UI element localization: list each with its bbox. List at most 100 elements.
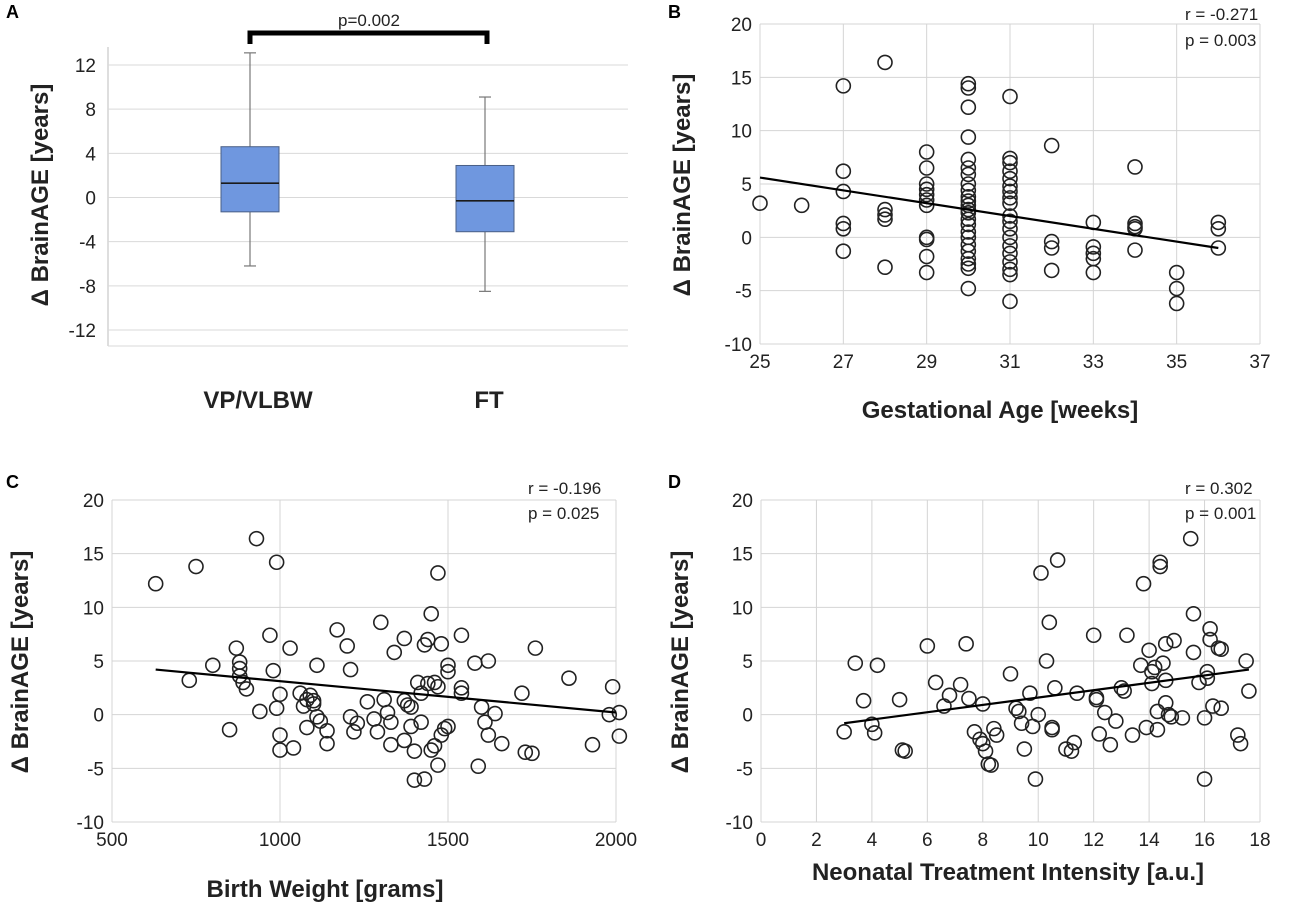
x-tick-label: 2000 [595,830,637,851]
data-point [383,736,399,753]
data-point [897,743,913,759]
data-point [1002,666,1019,682]
data-point [960,189,977,205]
data-point [835,78,852,94]
data-point [430,678,446,695]
data-point [1022,685,1038,702]
y-tick-label: 0 [93,706,104,727]
panel-d-plot-area: 0 2 4 6 8 10 12 14 16 18 20 15 10 5 0 -5 -10 [726,491,1271,851]
x-tick-label: 31 [999,352,1020,373]
y-tick-label: -5 [736,759,753,780]
data-point [974,735,991,752]
data-point [1168,280,1185,297]
data-point [1085,627,1102,644]
data-point [1002,261,1018,278]
box-iqr [455,164,515,233]
panel-b-scatter: B 25 27 29 31 33 35 37 20 15 10 5 0 -5 -10 Gestationa… [668,2,1271,424]
x-tick-label: 6 [922,830,933,851]
data-point [514,685,530,702]
data-point [188,558,204,575]
x-tick-label: 33 [1083,352,1104,373]
data-point [561,670,577,686]
data-point [918,186,935,203]
tick-labels: 25 27 29 31 33 35 37 20 15 10 5 0 -5 -10 [725,15,1271,373]
x-tick-label: 1000 [259,830,301,851]
category-label: VP/VLBW [203,387,313,414]
data-point [918,192,935,208]
data-point [1232,735,1249,752]
data-point [366,711,382,727]
data-point [339,638,356,654]
data-point [309,657,325,674]
data-point [960,129,977,145]
data-point [1013,715,1030,732]
y-tick-label: 0 [741,228,752,249]
data-point [960,80,977,96]
data-point [1091,726,1108,742]
data-point [1002,266,1018,283]
data-point [228,640,245,656]
data-point [1002,213,1018,230]
data-point [346,724,362,740]
data-point [386,644,403,661]
data-point [866,725,883,741]
category-label: FT [474,387,504,414]
data-point [436,720,453,737]
data-points [752,54,1227,312]
data-point [1149,721,1166,738]
data-point [1016,741,1033,757]
y-tick-label: -10 [77,813,104,834]
data-point [268,554,285,571]
data-point [1202,631,1218,648]
data-point [960,250,977,267]
tick-labels: 500 1000 1500 2000 20 15 10 5 0 -5 -10 [77,491,638,851]
trend-line [155,668,617,714]
data-point [413,714,429,730]
y-tick-label: 20 [83,491,104,512]
data-point [1011,703,1027,720]
data-point [1085,239,1102,255]
x-tick-label: 10 [1028,830,1049,851]
data-point [1041,614,1058,631]
data-point [960,99,977,115]
panel-d-p-value: p = 0.001 [1185,504,1256,523]
data-point [1043,233,1060,250]
data-point [403,718,419,735]
data-point [958,636,974,652]
y-tick-label: 0 [85,189,96,210]
data-point [941,687,958,704]
data-point [1141,642,1157,659]
panel-d-x-axis-title: Neonatal Treatment Intensity [a.u.] [812,859,1204,886]
data-point [1146,659,1163,676]
y-tick-label: 5 [741,175,752,196]
data-point [309,709,325,725]
x-tick-label: 8 [977,830,988,851]
panel-c-y-axis-title: Δ BrainAGE [years] [7,551,34,774]
y-tick-label: 10 [83,598,104,619]
data-point [1124,727,1141,743]
data-point [1127,159,1143,175]
panel-a-category-labels: VP/VLBW FT [203,387,504,414]
data-point [416,771,433,787]
data-point [433,636,450,652]
data-point [877,54,893,71]
panel-b-r-value: r = -0.271 [1185,5,1258,24]
data-point [272,727,288,743]
x-tick-label: 37 [1249,352,1270,373]
data-point [960,182,977,199]
data-point [604,678,621,695]
data-point [420,675,436,692]
data-point [527,640,544,656]
data-point [369,724,386,740]
x-tick-label: 29 [916,352,937,373]
data-point [1066,734,1083,751]
data-point [793,197,810,214]
p-value-annotation: p=0.002 [338,11,400,30]
data-point [1185,605,1202,622]
panel-c-letter: C [6,472,19,492]
y-tick-label: 5 [93,652,104,673]
data-point [329,622,345,638]
data-point [1063,743,1080,759]
data-point [453,627,470,644]
data-point [480,653,497,669]
